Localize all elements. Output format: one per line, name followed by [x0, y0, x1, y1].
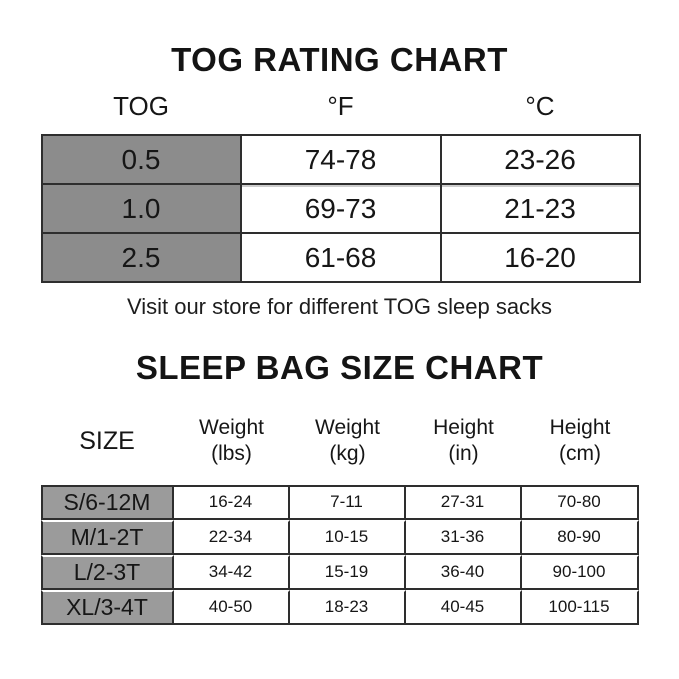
celsius-range-cell: 16-20: [439, 232, 641, 284]
header-line: Weight: [315, 416, 380, 440]
column-header-fahrenheit: °F: [327, 90, 354, 121]
weight-lbs-cell: 40-50: [173, 589, 290, 625]
height-cm-cell: 70-80: [521, 484, 639, 520]
weight-lbs-cell: 34-42: [173, 554, 290, 590]
header-line: Height: [549, 416, 611, 440]
tog-value-cell: 0.5: [40, 134, 242, 186]
header-line: (cm): [559, 441, 601, 465]
size-table-header-row: SIZE Weight (lbs) Weight (kg) Height (in…: [41, 387, 639, 485]
tog-value-cell: 2.5: [40, 232, 242, 284]
size-table-row: L/2-3T 34-42 15-19 36-40 90-100: [40, 554, 639, 590]
size-guide-infographic: TOG RATING CHART TOG °F °C 0.5 74-78 23-…: [40, 0, 641, 625]
sleep-bag-size-table: SIZE Weight (lbs) Weight (kg) Height (in…: [40, 387, 639, 625]
header-line: (lbs): [211, 441, 252, 465]
size-label-cell: S/6-12M: [40, 484, 174, 520]
weight-kg-cell: 15-19: [289, 554, 406, 590]
tog-chart-title: TOG RATING CHART: [171, 41, 508, 78]
column-header-height-in: Height (in): [406, 387, 522, 485]
tog-value-cell: 1.0: [40, 183, 242, 235]
weight-kg-cell: 18-23: [289, 589, 406, 625]
size-table-row: M/1-2T 22-34 10-15 31-36 80-90: [40, 519, 639, 555]
column-header-size: SIZE: [79, 426, 135, 455]
header-line: (in): [448, 441, 479, 465]
column-header-weight-lbs: Weight (lbs): [174, 387, 290, 485]
tog-table-row: 0.5 74-78 23-26: [40, 134, 641, 186]
height-in-cell: 27-31: [405, 484, 522, 520]
header-line: (kg): [329, 441, 366, 465]
size-table-row: S/6-12M 16-24 7-11 27-31 70-80: [40, 484, 639, 520]
height-cm-cell: 80-90: [521, 519, 639, 555]
weight-kg-cell: 7-11: [289, 484, 406, 520]
tog-table-header-row: TOG °F °C: [42, 78, 640, 135]
weight-lbs-cell: 16-24: [173, 484, 290, 520]
size-label-cell: M/1-2T: [40, 519, 174, 555]
size-label-cell: XL/3-4T: [40, 589, 174, 625]
column-header-celsius: °C: [525, 90, 555, 121]
weight-lbs-cell: 22-34: [173, 519, 290, 555]
size-chart-title: SLEEP BAG SIZE CHART: [135, 349, 544, 387]
header-line: Weight: [199, 416, 264, 440]
store-note-text: Visit our store for different TOG sleep …: [126, 294, 553, 320]
height-cm-cell: 90-100: [521, 554, 639, 590]
celsius-range-cell: 21-23: [439, 183, 641, 235]
column-header-height-cm: Height (cm): [522, 387, 639, 485]
height-in-cell: 36-40: [405, 554, 522, 590]
height-in-cell: 40-45: [405, 589, 522, 625]
celsius-range-cell: 23-26: [439, 134, 641, 186]
header-line: Height: [433, 416, 494, 440]
tog-table-row: 2.5 61-68 16-20: [40, 232, 641, 284]
fahrenheit-range-cell: 61-68: [239, 232, 442, 284]
fahrenheit-range-cell: 69-73: [239, 183, 442, 235]
tog-table-row: 1.0 69-73 21-23: [40, 183, 641, 235]
size-table-row: XL/3-4T 40-50 18-23 40-45 100-115: [40, 589, 639, 625]
height-cm-cell: 100-115: [521, 589, 639, 625]
size-label-cell: L/2-3T: [40, 554, 174, 590]
tog-rating-table: TOG °F °C 0.5 74-78 23-26 1.0 69-73 21-2…: [40, 78, 641, 284]
column-header-tog: TOG: [113, 90, 169, 121]
fahrenheit-range-cell: 74-78: [239, 134, 442, 186]
weight-kg-cell: 10-15: [289, 519, 406, 555]
column-header-weight-kg: Weight (kg): [290, 387, 406, 485]
height-in-cell: 31-36: [405, 519, 522, 555]
